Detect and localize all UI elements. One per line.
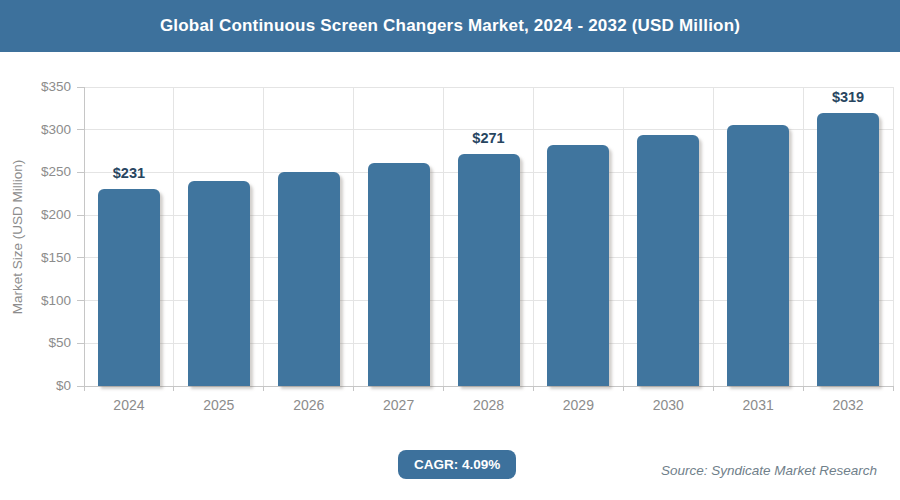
x-tick-label: 2026 <box>264 397 354 413</box>
x-tick-label: 2030 <box>623 397 713 413</box>
bar <box>637 135 699 386</box>
gridline-vertical <box>173 87 174 386</box>
x-tick-label: 2024 <box>84 397 174 413</box>
y-tick-label: $50 <box>0 335 71 351</box>
bar <box>547 145 609 386</box>
x-tick-label: 2029 <box>533 397 623 413</box>
gridline-vertical <box>713 87 714 386</box>
gridline-horizontal <box>84 87 893 88</box>
y-tick-label: $200 <box>0 207 71 223</box>
bar-value-label: $319 <box>803 89 893 105</box>
source-text: Source: Syndicate Market Research <box>661 463 877 478</box>
chart-page: Global Continuous Screen Changers Market… <box>0 0 900 500</box>
gridline-vertical <box>623 87 624 386</box>
y-tick-label: $250 <box>0 164 71 180</box>
bar <box>817 113 879 386</box>
bar <box>368 163 430 386</box>
bar <box>458 154 520 386</box>
x-tick-label: 2028 <box>444 397 534 413</box>
x-axis-line <box>84 386 893 387</box>
y-tick-label: $100 <box>0 293 71 309</box>
gridline-vertical <box>803 87 804 386</box>
bar-chart: Market Size (USD Million) $0 $50 $100 $150 $… <box>0 0 900 500</box>
bar <box>98 189 160 386</box>
bar <box>188 181 250 386</box>
bar-value-label: $231 <box>84 165 174 181</box>
x-tick-label: 2032 <box>803 397 893 413</box>
gridline-vertical <box>263 87 264 386</box>
x-tick-label: 2031 <box>713 397 803 413</box>
y-tick-label: $0 <box>0 378 71 394</box>
y-tick-label: $350 <box>0 79 71 95</box>
y-tick-label: $300 <box>0 122 71 138</box>
x-tick-label: 2025 <box>174 397 264 413</box>
gridline-vertical <box>893 87 894 386</box>
gridline-vertical <box>353 87 354 386</box>
y-axis-line <box>84 87 85 391</box>
bar-value-label: $271 <box>444 130 534 146</box>
cagr-badge: CAGR: 4.09% <box>398 450 516 479</box>
x-tick-label: 2027 <box>354 397 444 413</box>
y-axis-title: Market Size (USD Million) <box>10 160 25 315</box>
bar <box>278 172 340 386</box>
y-tick-label: $150 <box>0 250 71 266</box>
bar <box>727 125 789 386</box>
